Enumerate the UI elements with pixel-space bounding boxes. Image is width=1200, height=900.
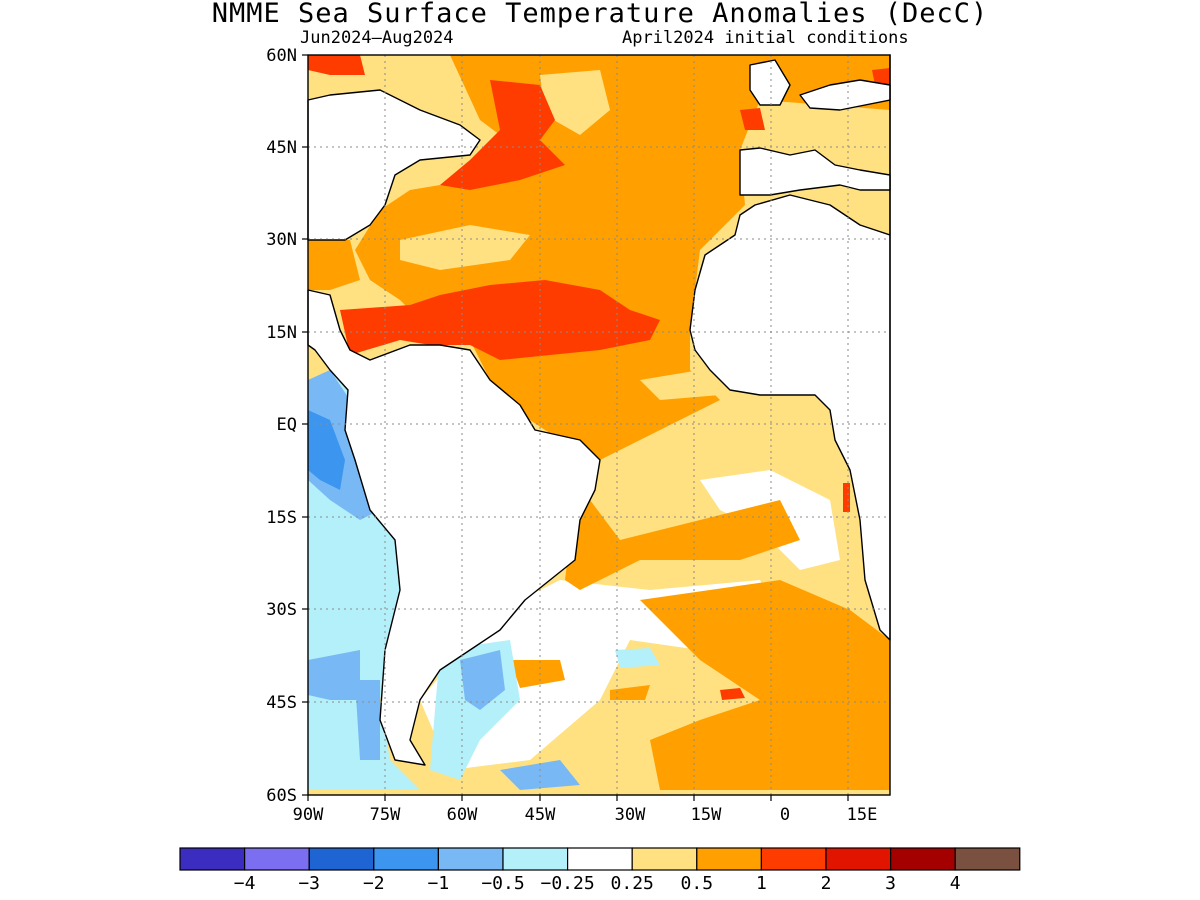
colorbar-labels: −4 −3 −2 −1 −0.5 −0.25 0.25 0.5 1 2 3 4 — [234, 873, 961, 894]
colorbar-swatch — [437, 847, 504, 871]
colorbar-label: 4 — [950, 873, 961, 894]
map-frame — [307, 54, 891, 796]
lat-label: EQ — [277, 415, 297, 435]
colorbar-label: −4 — [234, 873, 256, 894]
lat-labels: 60N 45N 30N 15N EQ 15S 30S 45S 60S — [266, 46, 297, 806]
colorbar-swatch — [696, 847, 762, 871]
forecast-period: Jun2024—Aug2024 — [300, 28, 454, 48]
lon-label: 30W — [615, 805, 646, 825]
colorbar-swatch — [502, 847, 569, 871]
colorbar-label: −1 — [428, 873, 450, 894]
lat-label: 15N — [266, 323, 297, 343]
colorbar-swatch — [825, 847, 892, 871]
colorbar-label: −0.25 — [541, 873, 595, 894]
lat-label: 15S — [266, 508, 297, 528]
initial-conditions: April2024 initial conditions — [622, 28, 909, 48]
lon-label: 60W — [447, 805, 478, 825]
lon-label: 75W — [370, 805, 401, 825]
map-title: NMME Sea Surface Temperature Anomalies (… — [211, 0, 989, 29]
colorbar-label: 0.5 — [681, 873, 714, 894]
colorbar-swatch — [889, 847, 956, 871]
colorbar-label: 0.25 — [611, 873, 654, 894]
lat-label: 30N — [266, 230, 297, 250]
lat-label: 60N — [266, 46, 297, 66]
lat-label: 60S — [266, 786, 297, 806]
british-isles — [749, 59, 791, 106]
lat-label: 45S — [266, 693, 297, 713]
lon-labels: 90W 75W 60W 45W 30W 15W 0 15E — [293, 805, 878, 825]
warm-anomaly-south-atlantic — [640, 580, 890, 790]
grid-lines — [308, 55, 890, 795]
south-america — [307, 289, 601, 766]
colorbar-swatch — [760, 847, 827, 871]
colorbar-label: −3 — [298, 873, 320, 894]
hot-anomaly-tropical-atlantic — [340, 280, 660, 360]
colorbar-label: 2 — [821, 873, 832, 894]
colorbar-swatch — [566, 847, 633, 871]
warm-anomaly-gulf — [308, 240, 360, 290]
lon-label: 15W — [691, 805, 722, 825]
lat-label: 45N — [266, 138, 297, 158]
lon-label: 90W — [293, 805, 324, 825]
hot-anomaly-gulf-stream — [440, 80, 565, 190]
colorbar-swatch — [373, 847, 439, 871]
axis-ticks — [302, 54, 849, 801]
colorbar-label: −2 — [363, 873, 385, 894]
lat-label: 30S — [266, 600, 297, 620]
colorbar-swatch — [244, 847, 310, 871]
colorbar-swatch — [179, 847, 246, 871]
lon-label: 45W — [525, 805, 556, 825]
colorbar-swatch — [631, 847, 698, 871]
lon-label: 15E — [847, 805, 878, 825]
land-masses — [307, 54, 891, 766]
africa — [689, 54, 891, 641]
north-america — [307, 89, 481, 241]
colorbar — [179, 847, 1021, 871]
colorbar-label: 1 — [756, 873, 767, 894]
colorbar-swatch — [308, 847, 375, 871]
colorbar-swatch — [954, 847, 1021, 871]
colorbar-label: −0.5 — [481, 873, 524, 894]
lon-label: 0 — [780, 805, 790, 825]
colorbar-label: 3 — [885, 873, 896, 894]
